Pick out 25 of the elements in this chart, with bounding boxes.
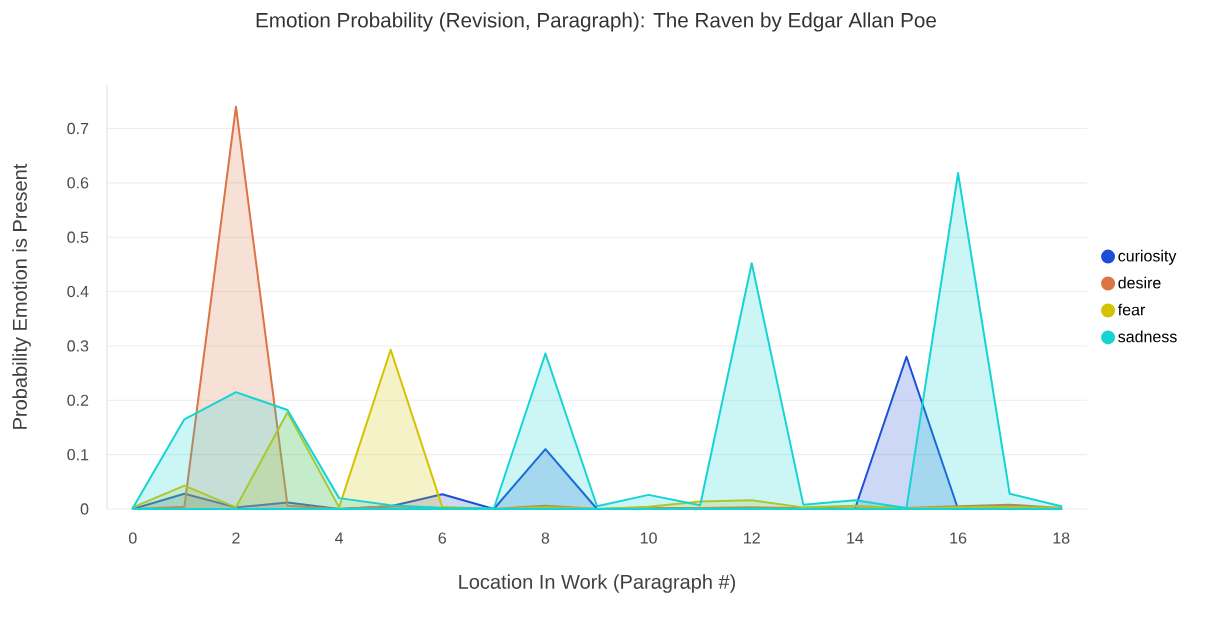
y-tick-label: 0.2 xyxy=(67,394,89,406)
legend-label: desire xyxy=(1118,276,1161,289)
y-tick-label: 0.7 xyxy=(67,122,89,135)
legend-label: sadness xyxy=(1118,330,1177,343)
legend-label: curiosity xyxy=(1118,249,1177,265)
y-tick-label: 0.3 xyxy=(67,340,89,352)
x-tick-label: 2 xyxy=(232,532,240,544)
x-tick-label: 8 xyxy=(541,532,550,544)
chart-title: Emotion Probability (Revision, Paragraph): The Raven by Edgar Allan Poe xyxy=(256,12,936,32)
x-tick-label: 14 xyxy=(847,532,864,544)
y-tick-label: 0.6 xyxy=(67,177,89,189)
y-axis-title: Probability Emotion is Present xyxy=(12,163,31,429)
x-tick-label: 16 xyxy=(950,532,967,544)
x-tick-label: 10 xyxy=(640,532,657,544)
x-tick-label: 18 xyxy=(1053,532,1070,544)
y-tick-label: 0.4 xyxy=(67,285,89,298)
x-axis-title: Location In Work (Paragraph #) xyxy=(459,574,736,593)
x-tick-label: 0 xyxy=(128,532,137,544)
y-tick-label: 0.5 xyxy=(67,231,89,243)
x-tick-label: 6 xyxy=(438,532,447,544)
y-tick-label: 0.1 xyxy=(67,448,89,461)
y-tick-label: 0 xyxy=(80,503,89,515)
legend-label: fear xyxy=(1117,303,1146,316)
x-tick-label: 4 xyxy=(335,532,344,544)
x-tick-label: 12 xyxy=(744,532,760,544)
